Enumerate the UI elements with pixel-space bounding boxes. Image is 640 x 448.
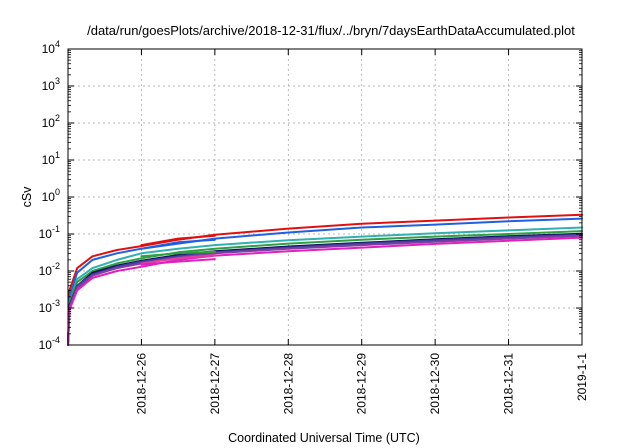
y-axis-title: cSv	[20, 186, 34, 208]
y-tick-label: 10-1	[39, 224, 60, 241]
x-tick-label: 2018-12-26	[134, 353, 148, 415]
x-tick-label: 2018-12-30	[428, 353, 442, 415]
y-tick-label: 10-3	[39, 298, 60, 315]
series-line	[140, 258, 216, 266]
x-tick-label: 2018-12-28	[281, 353, 295, 415]
x-tick-label: 2018-12-31	[502, 353, 516, 415]
series-line	[67, 217, 583, 346]
series-line	[67, 226, 583, 346]
series-line	[67, 233, 583, 346]
y-tick-label: 10-2	[39, 261, 60, 278]
y-tick-label: 10-4	[39, 335, 60, 352]
axis-ticks	[68, 48, 583, 346]
x-tick-label: 2019-1-1	[575, 353, 589, 401]
y-tick-label: 102	[42, 113, 60, 130]
y-tick-label: 103	[42, 76, 60, 93]
y-tick-label: 100	[42, 187, 60, 204]
series-line	[67, 213, 583, 346]
x-tick-labels: 2018-12-26 2018-12-27 2018-12-28 2018-12-29…	[134, 353, 589, 415]
series-line	[140, 250, 216, 258]
x-axis-title: Coordinated Universal Time (UTC)	[228, 431, 420, 445]
x-tick-label: 2018-12-29	[355, 353, 369, 415]
series-line	[140, 234, 216, 247]
x-tick-label: 2018-12-27	[208, 353, 222, 415]
y-tick-label: 104	[42, 39, 60, 56]
series-line	[67, 236, 583, 346]
series-lines	[67, 213, 583, 346]
series-line	[140, 254, 216, 265]
y-tick-labels: 10-4 10-3 10-2 10-1 100 101 102 103 104	[39, 39, 60, 352]
series-line	[140, 238, 216, 250]
grid-lines	[68, 49, 582, 345]
chart-title: /data/run/goesPlots/archive/2018-12-31/f…	[87, 23, 575, 38]
y-tick-label: 101	[42, 150, 60, 167]
